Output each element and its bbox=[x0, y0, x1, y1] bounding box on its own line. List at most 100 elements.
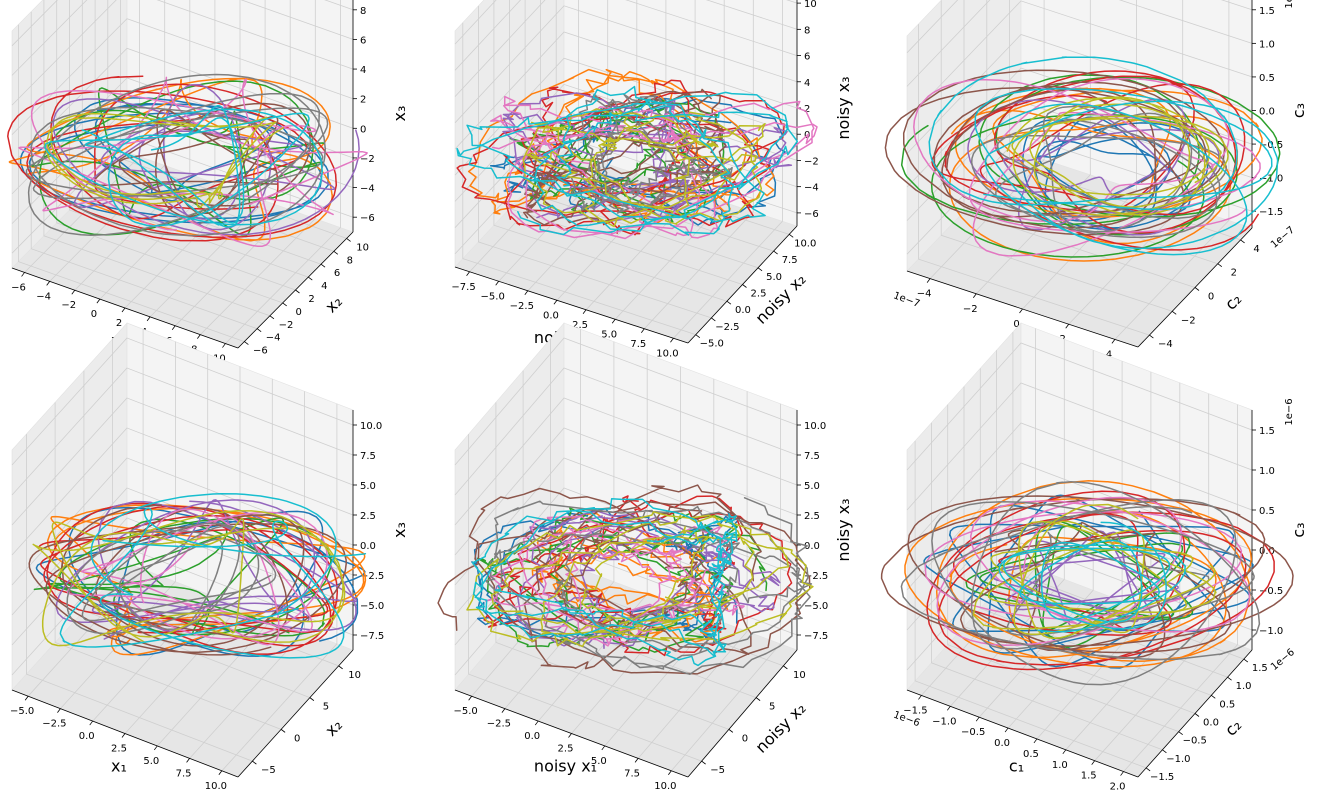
y-tick-label: −2 bbox=[1181, 315, 1196, 326]
x-tick-mark bbox=[222, 343, 226, 348]
trajectory-series-7 bbox=[66, 508, 328, 646]
x-tick-mark bbox=[926, 278, 931, 283]
z-tick-label: 0.0 bbox=[804, 541, 820, 552]
y-tick-label: 10 bbox=[793, 670, 806, 681]
z-tick-label: 2 bbox=[804, 104, 810, 115]
y-tick-label: 0.0 bbox=[1203, 718, 1219, 729]
z-tick-label: −2.5 bbox=[360, 571, 384, 582]
y-tick-mark bbox=[333, 251, 339, 255]
trajectory-series-6 bbox=[93, 102, 312, 218]
z-axis-label: noisy x₃ bbox=[834, 76, 853, 139]
x-tick-label: −1.0 bbox=[932, 716, 956, 727]
y-tick-label: 5.0 bbox=[766, 272, 782, 283]
gridline-y bbox=[69, 0, 296, 291]
x-tick-label: 2.5 bbox=[572, 320, 588, 331]
gridline-y bbox=[947, 404, 1179, 732]
x-tick-mark bbox=[501, 708, 506, 713]
gridline-y bbox=[996, 350, 1228, 678]
x-tick-mark bbox=[153, 745, 158, 751]
x-tick-mark bbox=[582, 309, 587, 314]
x-tick-label: 0 bbox=[1013, 319, 1019, 330]
gridline-z bbox=[11, 0, 354, 47]
gridline-x bbox=[504, 341, 615, 709]
gridline-y bbox=[56, 0, 283, 304]
y-tick-label: −6 bbox=[253, 346, 268, 357]
x-tick-mark bbox=[57, 708, 61, 713]
z-offset-text: 1e−7 bbox=[1284, 0, 1295, 9]
z-tick-label: −6 bbox=[804, 209, 819, 220]
y-tick-mark bbox=[1178, 731, 1183, 735]
trajectory-series-7 bbox=[18, 76, 368, 247]
x-tick-mark bbox=[89, 720, 94, 726]
z-tick-label: 5.0 bbox=[804, 481, 820, 492]
z-axis-label: x₃ bbox=[390, 522, 409, 538]
z-axis-label: x₃ bbox=[390, 106, 409, 122]
y-tick-label: −4 bbox=[1158, 339, 1173, 350]
gridline-x bbox=[644, 0, 754, 330]
x-tick-mark bbox=[121, 733, 126, 738]
x-tick-mark bbox=[71, 289, 76, 295]
gridline-x bbox=[149, 0, 266, 318]
subplot-3: −4−2024−4−2024−1.5−1.0−0.50.00.51.01.5c₁… bbox=[884, 0, 1308, 360]
trajectory-series-9 bbox=[43, 112, 285, 209]
subplot-4: −5.0 −2.5 0.0 2.5 5.0 7.5 10.0 −5 0 5 10 −7.5 −5.0 −2… bbox=[10, 322, 409, 792]
x-tick-label: 0.0 bbox=[994, 738, 1010, 749]
x-tick-label: 0 bbox=[91, 309, 97, 320]
trajectory-series-5 bbox=[52, 83, 360, 236]
x-tick-mark bbox=[96, 298, 101, 304]
z-tick-label: 0.0 bbox=[360, 541, 376, 552]
x-tick-label: 5.0 bbox=[143, 756, 159, 767]
trajectory-series-6 bbox=[28, 504, 347, 656]
gridline-y bbox=[963, 386, 1196, 714]
gridline-z bbox=[11, 0, 354, 106]
gridline-x bbox=[673, 0, 783, 339]
y-tick-mark bbox=[757, 267, 763, 272]
x-tick-label: −2 bbox=[61, 300, 76, 311]
x-tick-mark bbox=[146, 316, 151, 322]
y-tick-label: −1.0 bbox=[1166, 754, 1190, 765]
x-tick-label: 2 bbox=[116, 318, 122, 329]
y-tick-label: −1.5 bbox=[1150, 772, 1174, 783]
x-tick-label: 2.5 bbox=[558, 744, 574, 755]
x-tick-mark bbox=[568, 733, 572, 738]
z-tick-label: 2.5 bbox=[804, 511, 820, 522]
gridline-y bbox=[43, 0, 271, 317]
x-tick-mark bbox=[46, 281, 50, 286]
gridline-y bbox=[81, 0, 309, 278]
y-tick-mark bbox=[1145, 767, 1151, 772]
x-tick-mark bbox=[1033, 738, 1038, 744]
x-tick-label: 10.0 bbox=[205, 781, 227, 792]
z-tick-label: −5.0 bbox=[360, 601, 384, 612]
trajectory-series-9 bbox=[972, 503, 1217, 640]
y-tick-mark bbox=[256, 328, 262, 332]
gridline-z bbox=[11, 18, 354, 135]
trajectory-series-10 bbox=[998, 521, 1187, 633]
y-tick-mark bbox=[346, 238, 351, 242]
gridline-x bbox=[976, 0, 1091, 295]
trajectory-series-7 bbox=[484, 515, 745, 647]
gridline-y bbox=[931, 422, 1163, 751]
y-tick-mark bbox=[269, 315, 275, 320]
z-tick-label: 0 bbox=[360, 124, 366, 135]
y-tick-mark bbox=[252, 760, 257, 765]
gridline-z bbox=[906, 0, 1253, 121]
x-tick-label: −2.5 bbox=[42, 719, 66, 730]
y-tick-mark bbox=[1149, 334, 1154, 339]
z-axis-label: c₃ bbox=[1289, 103, 1308, 118]
y-tick-label: 0 bbox=[742, 733, 748, 744]
z-tick-label: −7.5 bbox=[360, 631, 384, 642]
gridline-z bbox=[11, 397, 354, 526]
x-tick-label: 0.0 bbox=[543, 310, 559, 321]
y-offset-text: 1e−6 bbox=[1269, 647, 1297, 673]
y-tick-label: 0 bbox=[294, 733, 300, 744]
y-tick-label: 5 bbox=[323, 702, 329, 713]
gridline-z bbox=[454, 0, 798, 71]
gridline-x bbox=[124, 0, 241, 309]
z-tick-label: 7.5 bbox=[804, 451, 820, 462]
z-axis-label: noisy x₃ bbox=[834, 498, 853, 561]
x-tick-label: −5.0 bbox=[10, 706, 34, 717]
x-tick-label: −5.0 bbox=[453, 706, 477, 717]
trajectory-series-8 bbox=[900, 481, 1261, 686]
y-tick-label: 10.0 bbox=[794, 238, 816, 249]
subplot-6: −1.5−1.0−0.50.00.51.01.52.0−1.5−1.0−0.50… bbox=[880, 322, 1308, 793]
